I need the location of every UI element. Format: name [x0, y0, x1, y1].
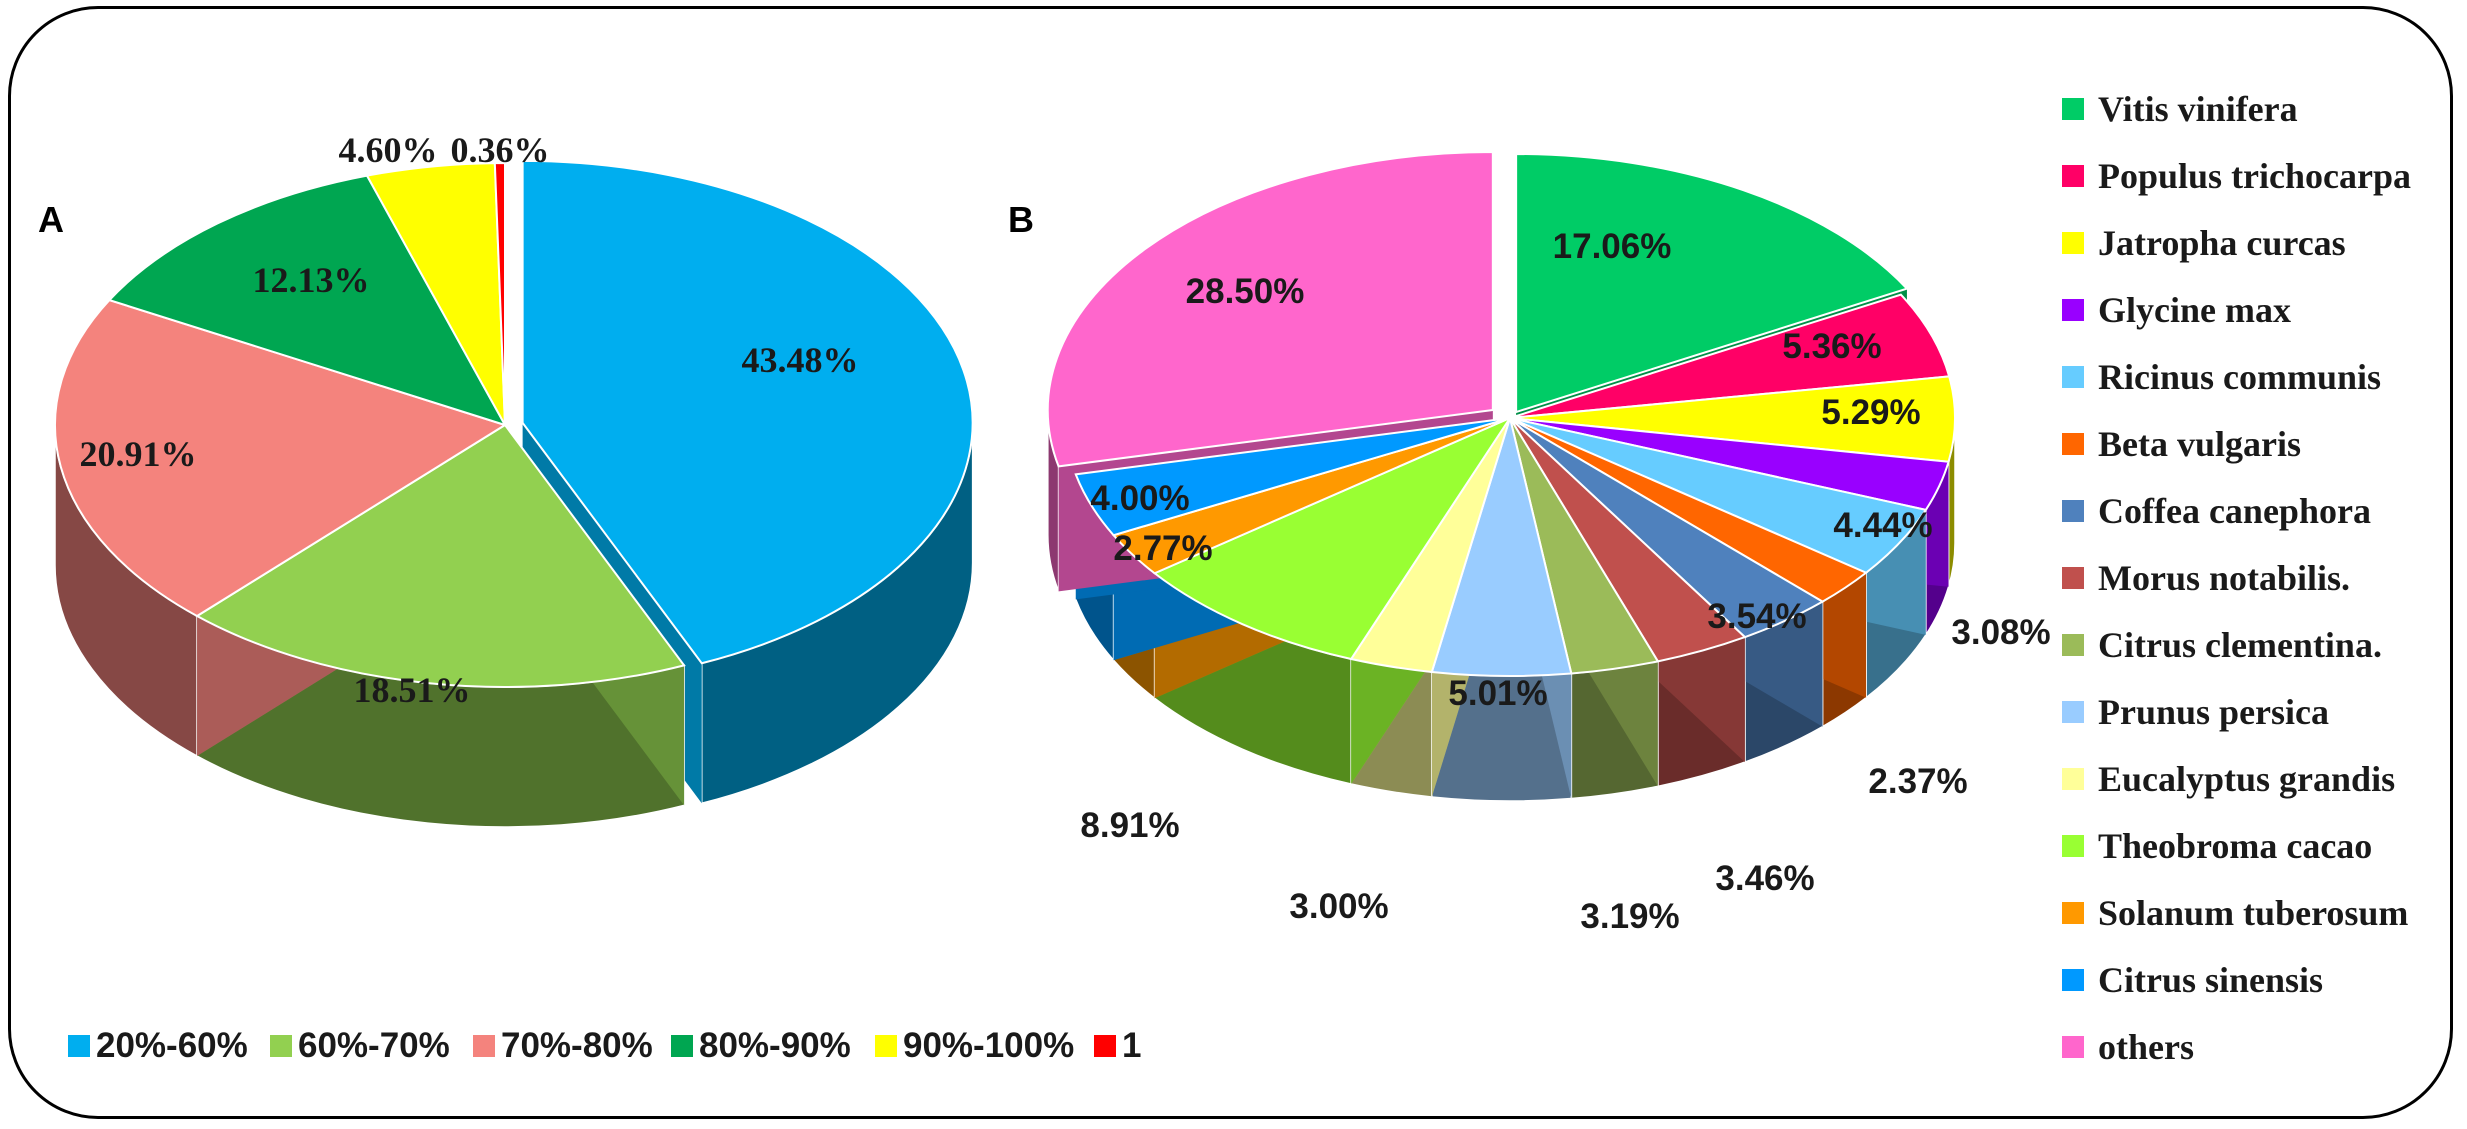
legend-b-label-jatropha-curcas: Jatropha curcas — [2098, 223, 2346, 263]
pie-b-label-morus-notabilis: 3.46% — [1715, 859, 1814, 898]
legend-b-swatch-solanum-tuberosum — [2062, 902, 2084, 924]
legend-a-swatch-90-100 — [875, 1035, 897, 1057]
pie-a-label-70-80: 20.91% — [80, 434, 197, 474]
pie-b-label-jatropha-curcas: 5.29% — [1821, 393, 1920, 432]
pie-b-label-citrus-clementina: 3.19% — [1580, 897, 1679, 936]
pie-b-label-ricinus-communis: 4.44% — [1833, 506, 1932, 545]
legend-b-swatch-morus-notabilis — [2062, 567, 2084, 589]
pie-chart-a: 43.48% 18.51% 20.91% 12.13% 4.60% 0.36% — [54, 130, 974, 828]
legend-b-swatch-theobroma-cacao — [2062, 835, 2084, 857]
pie-b-label-beta-vulgaris: 2.37% — [1868, 762, 1967, 801]
legend-b-swatch-eucalyptus-grandis — [2062, 768, 2084, 790]
pie-a-label-60-70: 18.51% — [354, 670, 471, 710]
pie-b-tops — [1046, 151, 1956, 677]
legend-a-label-20-60: 20%-60% — [96, 1026, 248, 1065]
legend-a-label-70-80: 70%-80% — [501, 1026, 653, 1065]
pie-b-label-coffea-canephora: 3.54% — [1707, 597, 1806, 636]
legend-b-label-solanum-tuberosum: Solanum tuberosum — [2098, 893, 2408, 933]
panel-label-a: A — [38, 199, 64, 240]
pie-chart-b: 17.06% 5.36% 5.29% 3.08% 4.44% 2.37% 3.54% 3.46… — [1046, 151, 2051, 936]
pie-b-label-solanum-tuberosum: 2.77% — [1113, 529, 1212, 568]
legend-b-label-ricinus-communis: Ricinus communis — [2098, 357, 2381, 397]
legend-b-label-citrus-clementina: Citrus clementina. — [2098, 625, 2382, 665]
pie-b-label-others: 28.50% — [1186, 272, 1305, 311]
legend-b-label-citrus-sinensis: Citrus sinensis — [2098, 960, 2323, 1000]
legend-b-swatch-prunus-persica — [2062, 701, 2084, 723]
legend-a-label-60-70: 60%-70% — [298, 1026, 450, 1065]
pie-b-label-theobroma-cacao: 8.91% — [1080, 806, 1179, 845]
pie-a-tops — [54, 159, 974, 688]
pie-a-label-1: 0.36% — [451, 130, 550, 170]
pie-b-label-populus-trichocarpa: 5.36% — [1782, 327, 1881, 366]
pie-b-slice-populus-trichocarpa — [1509, 293, 1951, 419]
legend-b-label-morus-notabilis: Morus notabilis. — [2098, 558, 2350, 598]
legend-b-label-theobroma-cacao: Theobroma cacao — [2098, 826, 2372, 866]
pie-a-data-labels: 43.48% 18.51% 20.91% 12.13% 4.60% 0.36% — [80, 130, 859, 710]
pie-b-label-citrus-sinensis: 4.00% — [1090, 479, 1189, 518]
legend-b-label-vitis-vinifera: Vitis vinifera — [2098, 89, 2298, 129]
legend-b-swatch-beta-vulgaris — [2062, 433, 2084, 455]
pie-a-label-90-100: 4.60% — [339, 130, 438, 170]
pie-a-label-80-90: 12.13% — [253, 260, 370, 300]
legend-b-swatch-others — [2062, 1036, 2084, 1058]
legend-b-label-prunus-persica: Prunus persica — [2098, 692, 2329, 732]
legend-a-label-90-100: 90%-100% — [903, 1026, 1074, 1065]
figure-frame — [8, 6, 2453, 1119]
pie-b-label-prunus-persica: 5.01% — [1448, 674, 1547, 713]
legend-b-label-others: others — [2098, 1027, 2194, 1067]
pie-b-slice-citrus-sinensis — [1074, 417, 1511, 537]
legend-b-label-populus-trichocarpa: Populus trichocarpa — [2098, 156, 2411, 196]
pie-a-slice-70-80 — [54, 298, 508, 618]
pie-a-label-20-60: 43.48% — [742, 340, 859, 380]
legend-a-swatch-1 — [1094, 1035, 1116, 1057]
pie-b-slice-others — [1046, 151, 1494, 468]
legend-a-swatch-80-90 — [671, 1035, 693, 1057]
legend-b-swatch-jatropha-curcas — [2062, 232, 2084, 254]
legend-b-label-glycine-max: Glycine max — [2098, 290, 2291, 330]
legend-a-swatch-60-70 — [270, 1035, 292, 1057]
legend-b: Vitis vinifera Populus trichocarpa Jatroph… — [2062, 89, 2411, 1067]
legend-b-swatch-ricinus-communis — [2062, 366, 2084, 388]
pie-a-slice-80-90 — [107, 174, 508, 427]
legend-a-label-1: 1 — [1122, 1026, 1141, 1065]
pie-b-label-vitis-vinifera: 17.06% — [1553, 227, 1672, 266]
legend-a: 20%-60% 60%-70% 70%-80% 80%-90% 90%-100% 1 — [68, 1026, 1141, 1065]
legend-a-swatch-20-60 — [68, 1035, 90, 1057]
pie-b-slice-theobroma-cacao — [1152, 415, 1513, 661]
pie-b-slice-jatropha-curcas — [1509, 375, 1956, 463]
legend-a-swatch-70-80 — [473, 1035, 495, 1057]
legend-b-swatch-vitis-vinifera — [2062, 98, 2084, 120]
legend-b-swatch-citrus-clementina — [2062, 634, 2084, 656]
pie-b-slice-vitis-vinifera — [1515, 153, 1909, 414]
pie-a-slice-60-70 — [195, 423, 686, 688]
legend-b-swatch-citrus-sinensis — [2062, 969, 2084, 991]
pie-b-data-labels: 17.06% 5.36% 5.29% 3.08% 4.44% 2.37% 3.54% 3.46… — [1080, 227, 2050, 936]
pie-b-label-eucalyptus-grandis: 3.00% — [1289, 887, 1388, 926]
legend-b-label-coffea-canephora: Coffea canephora — [2098, 491, 2371, 531]
panel-label-b: B — [1008, 199, 1034, 240]
pie-a-slice-1 — [493, 161, 506, 426]
legend-b-label-eucalyptus-grandis: Eucalyptus grandis — [2098, 759, 2395, 799]
legend-b-swatch-populus-trichocarpa — [2062, 165, 2084, 187]
pie-a-slice-20-60 — [521, 159, 974, 665]
pie-b-label-glycine-max: 3.08% — [1951, 613, 2050, 652]
legend-b-label-beta-vulgaris: Beta vulgaris — [2098, 424, 2301, 464]
legend-b-swatch-coffea-canephora — [2062, 500, 2084, 522]
legend-b-swatch-glycine-max — [2062, 299, 2084, 321]
legend-a-label-80-90: 80%-90% — [699, 1026, 851, 1065]
